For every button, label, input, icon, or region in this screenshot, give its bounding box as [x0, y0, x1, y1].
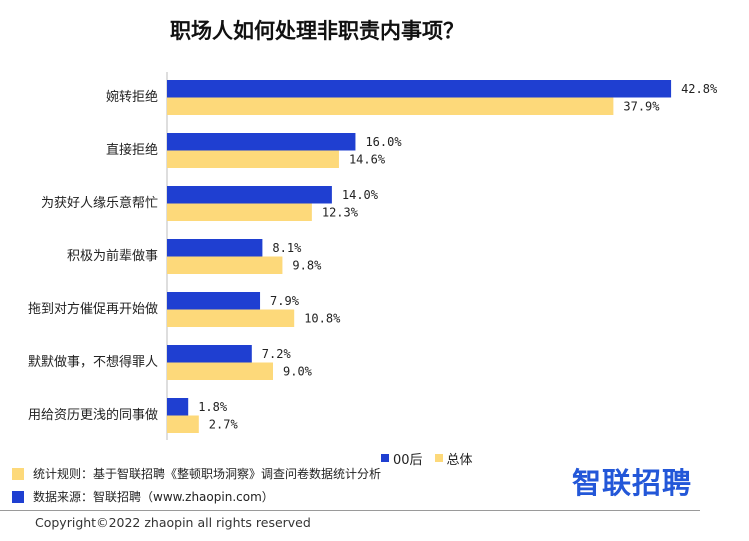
bar-groups: 婉转拒绝 42.8% 37.9% 直接拒绝 16.0% 14.6% 为获好人缘乐意帮忙 14.… [28, 80, 718, 433]
series-1-value-label: 7.2% [262, 347, 292, 361]
category-label: 默默做事，不想得罪人 [28, 354, 158, 370]
series-2-bar [167, 203, 312, 221]
chart-title: 职场人如何处理非职责内事项？ [170, 19, 464, 43]
series-2-bar [167, 309, 295, 327]
series-1-value-label: 16.0% [365, 135, 402, 149]
copyright-text: Copyright©2022 zhaopin all rights reserv… [35, 515, 311, 530]
series-1-value-label: 8.1% [272, 241, 302, 255]
legend-item-series-2: 总体 [434, 449, 473, 468]
category-label: 婉转拒绝 [106, 89, 158, 105]
series-1-value-label: 1.8% [198, 400, 228, 414]
series-2-value-label: 9.8% [292, 258, 322, 272]
bar-chart: 职场人如何处理非职责内事项？ 婉转拒绝 42.8% 37.9% 直接拒绝 16.0% 14… [28, 19, 718, 440]
category-label: 拖到对方催促再开始做 [28, 301, 158, 317]
series-2-value-label: 12.3% [322, 205, 359, 219]
footnotes: 统计规则：基于智联招聘《整顿职场洞察》调查问卷数据统计分析 数据来源：智联招聘（… [12, 462, 432, 508]
series-2-value-label: 2.7% [209, 417, 239, 431]
zhaopin-logo: 智联招聘 [572, 466, 693, 500]
series-2-bar [167, 256, 283, 274]
legend-swatch-series-1 [381, 454, 389, 462]
series-1-bar [167, 292, 261, 310]
series-1-value-label: 42.8% [681, 82, 718, 96]
note-text: 统计规则：基于智联招聘《整顿职场洞察》调查问卷数据统计分析 [33, 467, 382, 481]
category-label: 直接拒绝 [106, 142, 158, 158]
category-label: 积极为前辈做事 [67, 248, 158, 264]
series-2-value-label: 14.6% [349, 152, 386, 166]
series-2-value-label: 10.8% [304, 311, 341, 325]
series-2-value-label: 9.0% [283, 364, 313, 378]
series-1-bar [167, 345, 252, 363]
series-2-value-label: 37.9% [623, 99, 660, 113]
series-1-bar [167, 80, 672, 98]
series-1-value-label: 7.9% [270, 294, 300, 308]
legend: 00后 总体 [381, 449, 485, 468]
series-1-bar [167, 133, 356, 151]
series-2-bar [167, 362, 273, 380]
note-swatch [12, 490, 24, 503]
legend-label-series-1: 00后 [393, 452, 423, 468]
category-label: 用给资历更浅的同事做 [28, 407, 158, 423]
series-1-bar [167, 239, 263, 257]
series-2-bar [167, 150, 339, 168]
series-2-bar [167, 415, 199, 433]
legend-swatch-series-2 [434, 454, 443, 462]
note-text: 数据来源：智联招聘（www.zhaopin.com） [33, 490, 274, 504]
note-statistics-rule: 统计规则：基于智联招聘《整顿职场洞察》调查问卷数据统计分析 [12, 462, 432, 485]
note-data-source: 数据来源：智联招聘（www.zhaopin.com） [12, 485, 432, 508]
legend-item-series-1: 00后 [381, 449, 423, 468]
note-swatch [12, 467, 24, 480]
series-1-value-label: 14.0% [342, 188, 379, 202]
footer-divider [0, 510, 700, 511]
legend-label-series-2: 总体 [446, 452, 473, 468]
series-2-bar [167, 97, 614, 115]
category-label: 为获好人缘乐意帮忙 [41, 195, 158, 211]
series-1-bar [167, 186, 332, 204]
series-1-bar [167, 398, 189, 416]
